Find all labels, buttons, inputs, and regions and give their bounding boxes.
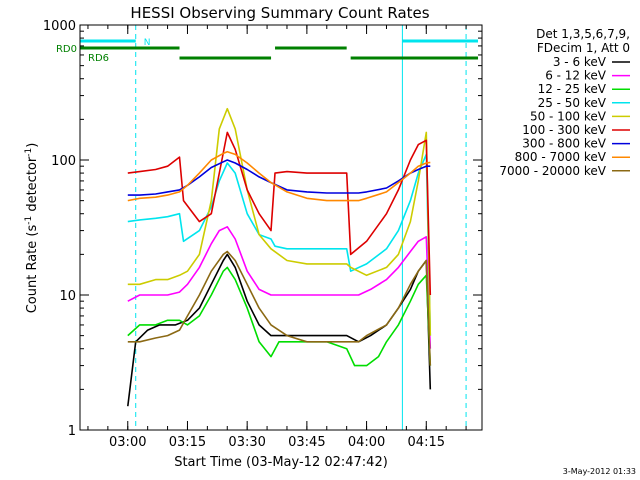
x-tick-label: 03:30 xyxy=(228,435,265,450)
y-tick-label: 10 xyxy=(59,289,76,304)
y-axis-label: Count Rate (s-1 detector-1) xyxy=(24,143,40,314)
flag-label: RD0 xyxy=(56,44,77,55)
y-axis-label-mid: detector xyxy=(25,156,40,216)
flag-label: N xyxy=(144,38,151,48)
legend-label: 7000 - 20000 keV xyxy=(499,164,606,178)
y-axis-label-exp2: -1 xyxy=(24,148,34,157)
series-line xyxy=(127,153,432,336)
series-line xyxy=(127,250,432,366)
chart-title: HESSI Observing Summary Count Rates xyxy=(130,4,429,22)
y-tick-label: 1000 xyxy=(43,19,76,34)
y-tick-label: 1 xyxy=(68,424,76,439)
y-tick-label: 100 xyxy=(51,154,76,169)
state-flags: N RD0 RD6 xyxy=(56,38,479,64)
legend-label: 12 - 25 keV xyxy=(538,82,607,96)
legend-header-line-2: FDecim 1, Att 0 xyxy=(537,41,630,55)
legend-label: 25 - 50 keV xyxy=(538,96,607,110)
x-tick-label: 04:00 xyxy=(348,435,385,450)
legend-label: 800 - 7000 keV xyxy=(515,150,607,164)
series-line xyxy=(127,151,431,202)
x-tick-label: 03:45 xyxy=(288,435,325,450)
series-line xyxy=(127,107,432,336)
x-axis-label: Start Time (03-May-12 02:47:42) xyxy=(174,455,388,470)
plot-area xyxy=(127,25,467,430)
x-tick-label: 03:00 xyxy=(109,435,146,450)
legend-label: 3 - 6 keV xyxy=(553,55,607,69)
series-line xyxy=(127,226,432,349)
legend-header-line-1: Det 1,3,5,6,7,9, xyxy=(536,27,630,41)
y-axis-label-main: Count Rate (s xyxy=(25,225,40,314)
y-axis-label-close: ) xyxy=(25,143,40,148)
legend-label: 300 - 800 keV xyxy=(522,137,606,151)
series-line xyxy=(127,266,432,367)
x-tick-label: 04:15 xyxy=(408,435,445,450)
y-axis: 1 10 100 1000 xyxy=(43,19,482,439)
y-axis-label-exp1: -1 xyxy=(24,216,34,225)
series-line xyxy=(127,131,432,296)
timestamp: 3-May-2012 01:33 xyxy=(563,467,636,476)
legend-label: 6 - 12 keV xyxy=(545,69,607,83)
series-line xyxy=(127,159,431,196)
flag-label: RD6 xyxy=(88,53,109,64)
legend-label: 100 - 300 keV xyxy=(522,123,606,137)
x-axis: 03:00 03:15 03:30 03:45 04:00 04:15 xyxy=(87,25,467,450)
legend-label: 50 - 100 keV xyxy=(530,109,607,123)
plot-frame xyxy=(79,24,483,431)
x-tick-label: 03:15 xyxy=(169,435,206,450)
